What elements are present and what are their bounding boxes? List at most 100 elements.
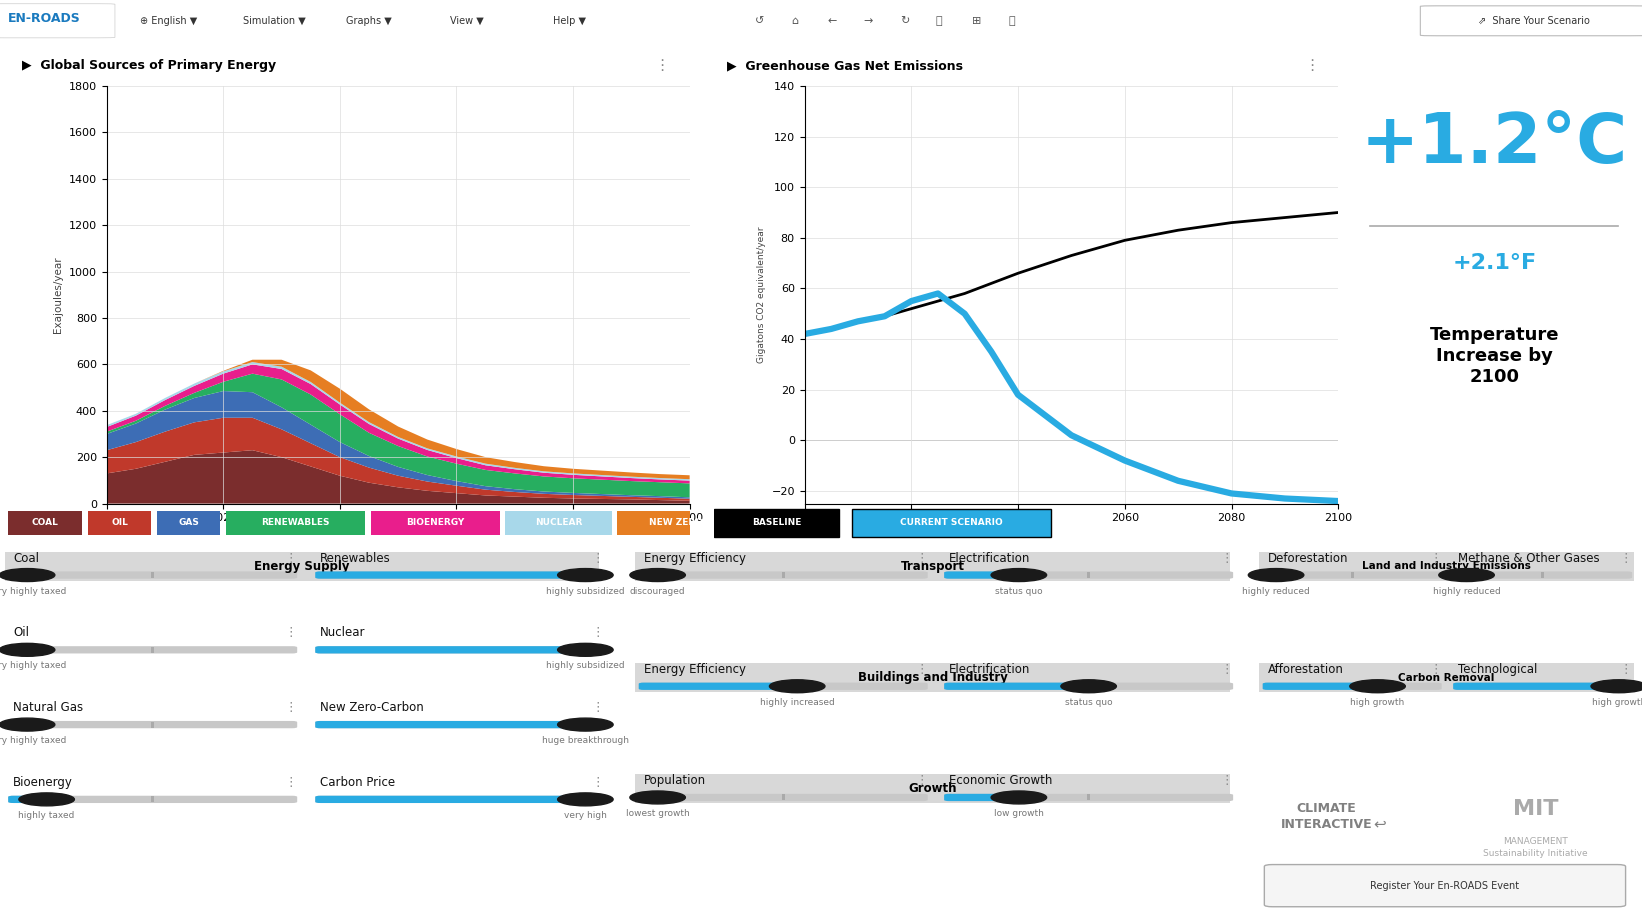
- Text: highly reduced: highly reduced: [1433, 587, 1501, 596]
- FancyBboxPatch shape: [315, 721, 591, 728]
- Text: Deforestation: Deforestation: [1268, 552, 1348, 565]
- Text: Energy Efficiency: Energy Efficiency: [644, 663, 745, 675]
- FancyBboxPatch shape: [156, 511, 220, 535]
- Bar: [151, 572, 154, 578]
- Text: ⊕ English ▼: ⊕ English ▼: [140, 16, 197, 26]
- Text: RENEWABLES: RENEWABLES: [261, 518, 330, 528]
- Text: Land and Industry Emissions: Land and Industry Emissions: [1363, 562, 1530, 571]
- Text: very highly taxed: very highly taxed: [0, 662, 67, 670]
- Bar: [458, 572, 461, 578]
- Text: ⋮: ⋮: [284, 701, 297, 714]
- Text: CLIMATE
INTERACTIVE: CLIMATE INTERACTIVE: [1281, 802, 1373, 831]
- FancyBboxPatch shape: [852, 509, 1051, 537]
- FancyBboxPatch shape: [89, 511, 151, 535]
- Text: ⋮: ⋮: [1619, 552, 1632, 565]
- Text: ▶  Greenhouse Gas Net Emissions: ▶ Greenhouse Gas Net Emissions: [727, 59, 962, 72]
- Text: Coal: Coal: [13, 552, 39, 565]
- Bar: [1087, 683, 1090, 689]
- Text: OIL: OIL: [112, 518, 128, 528]
- Text: Carbon Removal: Carbon Removal: [1399, 673, 1494, 683]
- FancyBboxPatch shape: [1263, 683, 1442, 690]
- FancyBboxPatch shape: [506, 511, 612, 535]
- FancyBboxPatch shape: [1453, 571, 1632, 578]
- Text: +1.2°C: +1.2°C: [1361, 110, 1627, 176]
- Circle shape: [558, 643, 612, 656]
- FancyBboxPatch shape: [944, 683, 1233, 690]
- FancyBboxPatch shape: [944, 794, 1025, 801]
- FancyBboxPatch shape: [639, 683, 803, 690]
- Text: Economic Growth: Economic Growth: [949, 774, 1053, 787]
- FancyBboxPatch shape: [1264, 865, 1626, 906]
- FancyBboxPatch shape: [639, 794, 663, 801]
- FancyBboxPatch shape: [8, 721, 33, 728]
- FancyBboxPatch shape: [1453, 571, 1471, 578]
- Bar: [151, 647, 154, 653]
- Bar: [1087, 572, 1090, 578]
- FancyBboxPatch shape: [639, 683, 928, 690]
- Text: ⋮: ⋮: [1220, 552, 1233, 565]
- Text: Electrification: Electrification: [949, 663, 1031, 675]
- Text: BASELINE: BASELINE: [752, 518, 801, 528]
- Text: high growth: high growth: [1350, 698, 1404, 707]
- Circle shape: [0, 568, 54, 581]
- Text: Energy Efficiency: Energy Efficiency: [644, 552, 745, 565]
- Text: ▶  Global Sources of Primary Energy: ▶ Global Sources of Primary Energy: [21, 59, 276, 72]
- Text: ⋮: ⋮: [1304, 58, 1320, 73]
- FancyBboxPatch shape: [635, 774, 1230, 803]
- Text: New Zero-Carbon: New Zero-Carbon: [320, 701, 424, 714]
- Text: ↺: ↺: [755, 16, 765, 26]
- Text: ↻: ↻: [900, 16, 910, 26]
- FancyBboxPatch shape: [944, 571, 1025, 578]
- Text: huge breakthrough: huge breakthrough: [542, 736, 629, 745]
- Text: ⤢: ⤢: [936, 16, 943, 26]
- Text: ⋮: ⋮: [1429, 663, 1442, 675]
- FancyBboxPatch shape: [8, 721, 297, 728]
- Text: Renewables: Renewables: [320, 552, 391, 565]
- FancyBboxPatch shape: [371, 511, 499, 535]
- Text: Methane & Other Gases: Methane & Other Gases: [1458, 552, 1599, 565]
- Text: ⌂: ⌂: [791, 16, 798, 26]
- Text: ⋮: ⋮: [915, 774, 928, 787]
- Text: Register Your En-ROADS Event: Register Your En-ROADS Event: [1371, 881, 1519, 891]
- FancyBboxPatch shape: [315, 721, 604, 728]
- FancyBboxPatch shape: [1453, 683, 1632, 690]
- Bar: [458, 722, 461, 727]
- Text: Nuclear: Nuclear: [320, 626, 366, 639]
- FancyBboxPatch shape: [8, 646, 297, 653]
- Text: highly subsidized: highly subsidized: [547, 587, 624, 596]
- FancyBboxPatch shape: [635, 663, 1230, 692]
- FancyBboxPatch shape: [225, 511, 365, 535]
- FancyBboxPatch shape: [0, 4, 115, 38]
- Text: Simulation ▼: Simulation ▼: [243, 16, 305, 26]
- Text: Electrification: Electrification: [949, 552, 1031, 565]
- Circle shape: [1350, 680, 1406, 693]
- Text: highly increased: highly increased: [760, 698, 834, 707]
- Text: ⋮: ⋮: [1429, 552, 1442, 565]
- Text: Buildings and Industry: Buildings and Industry: [857, 671, 1008, 684]
- Text: ⋮: ⋮: [284, 552, 297, 565]
- FancyBboxPatch shape: [639, 571, 663, 578]
- Text: Bioenergy: Bioenergy: [13, 776, 72, 789]
- Text: COAL: COAL: [31, 518, 59, 528]
- Circle shape: [631, 791, 685, 804]
- Text: status quo: status quo: [995, 587, 1043, 596]
- Text: Growth: Growth: [908, 783, 957, 796]
- Bar: [458, 796, 461, 802]
- FancyBboxPatch shape: [714, 509, 839, 537]
- Bar: [782, 795, 785, 800]
- Text: very highly taxed: very highly taxed: [0, 736, 67, 745]
- FancyBboxPatch shape: [1420, 6, 1642, 36]
- Text: BIOENERGY: BIOENERGY: [406, 518, 465, 528]
- Text: GAS: GAS: [177, 518, 199, 528]
- Text: ⇗  Share Your Scenario: ⇗ Share Your Scenario: [1478, 16, 1589, 26]
- Text: Carbon Price: Carbon Price: [320, 776, 396, 789]
- FancyBboxPatch shape: [315, 571, 591, 578]
- FancyBboxPatch shape: [617, 511, 736, 535]
- FancyBboxPatch shape: [8, 796, 51, 803]
- FancyBboxPatch shape: [315, 796, 604, 803]
- FancyBboxPatch shape: [944, 683, 1094, 690]
- Text: ←: ←: [828, 16, 837, 26]
- Circle shape: [1248, 568, 1304, 581]
- Text: ⋮: ⋮: [915, 552, 928, 565]
- Text: Transport: Transport: [901, 560, 964, 573]
